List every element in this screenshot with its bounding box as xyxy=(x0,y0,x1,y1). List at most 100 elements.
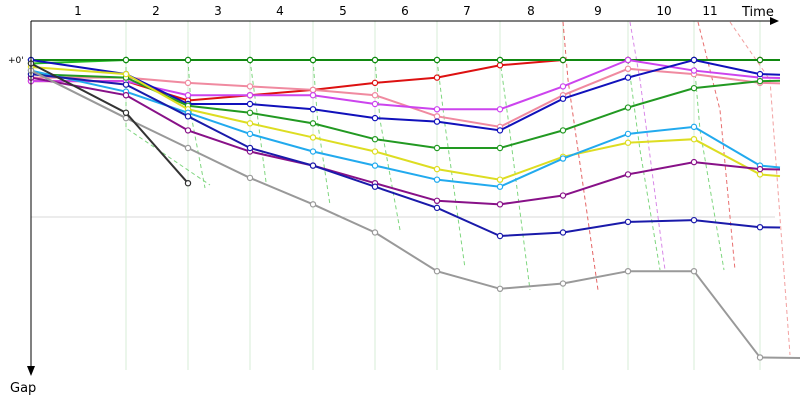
data-point xyxy=(246,109,254,117)
data-point xyxy=(496,144,504,152)
data-point xyxy=(559,280,567,287)
data-point xyxy=(496,62,504,69)
data-point xyxy=(496,183,504,190)
pit-line xyxy=(627,59,661,271)
lap-label: 10 xyxy=(656,4,671,18)
data-point xyxy=(309,162,317,169)
lap-label: 6 xyxy=(401,4,409,18)
data-point xyxy=(246,130,254,138)
data-point xyxy=(246,91,254,99)
data-point xyxy=(309,201,317,208)
lap-label: 3 xyxy=(214,4,222,18)
lap-labels: 1 2 3 4 5 6 7 8 9 10 11 xyxy=(74,4,717,18)
data-point xyxy=(496,127,504,134)
data-point xyxy=(756,165,764,173)
pit-line xyxy=(436,59,466,269)
data-point xyxy=(624,104,632,111)
pit-line-violet xyxy=(629,21,666,271)
data-point xyxy=(624,74,632,81)
data-point xyxy=(496,285,504,292)
data-point xyxy=(184,56,192,64)
data-point xyxy=(624,218,632,226)
data-point xyxy=(433,56,441,64)
data-point xyxy=(559,127,567,134)
lap-label: 8 xyxy=(527,4,535,18)
data-point xyxy=(433,268,441,275)
series-12 xyxy=(27,60,192,187)
data-point xyxy=(309,106,317,113)
data-point xyxy=(756,70,764,78)
series-7 xyxy=(27,63,781,183)
x-axis-title: Time xyxy=(741,5,774,20)
data-point xyxy=(559,83,567,90)
data-point xyxy=(309,148,317,155)
data-point xyxy=(433,144,441,152)
data-point xyxy=(756,77,764,85)
pit-line xyxy=(312,59,331,206)
data-point xyxy=(433,106,441,113)
data-point xyxy=(496,176,504,183)
series-8 xyxy=(27,67,781,190)
data-point xyxy=(122,109,130,117)
data-point xyxy=(433,113,441,120)
data-point xyxy=(690,216,698,224)
data-point xyxy=(246,120,254,127)
lap-label: 2 xyxy=(152,4,160,18)
x-axis-arrow xyxy=(770,17,779,25)
data-point xyxy=(309,91,317,99)
pit-line xyxy=(187,59,206,189)
data-point xyxy=(624,171,632,178)
data-point xyxy=(624,268,632,275)
data-point xyxy=(756,223,764,231)
series-line xyxy=(30,69,781,188)
data-point xyxy=(690,268,698,275)
data-point xyxy=(371,183,379,190)
data-point xyxy=(690,123,698,131)
data-point xyxy=(184,113,192,120)
data-point xyxy=(184,127,192,134)
pit-line xyxy=(249,59,267,183)
data-point xyxy=(756,354,764,361)
data-point xyxy=(122,81,130,88)
data-point xyxy=(371,229,379,236)
data-point xyxy=(371,100,379,108)
pit-line-red xyxy=(562,21,599,291)
data-point xyxy=(433,197,441,204)
data-point xyxy=(433,118,441,125)
data-point xyxy=(496,232,504,240)
lap-label: 5 xyxy=(339,4,347,18)
lap-label: 9 xyxy=(594,4,602,18)
data-point xyxy=(690,84,698,92)
pit-stop-lines xyxy=(125,21,791,356)
series-2 xyxy=(27,56,780,64)
data-point xyxy=(309,134,317,141)
pit-line xyxy=(374,59,401,231)
data-point xyxy=(246,56,254,64)
data-point xyxy=(246,174,254,182)
data-point xyxy=(756,171,764,178)
lap-label: 7 xyxy=(463,4,471,18)
data-point xyxy=(496,201,504,208)
lap-label: 11 xyxy=(702,4,717,18)
data-point xyxy=(690,67,698,74)
data-point xyxy=(559,95,567,102)
data-point xyxy=(371,79,379,87)
zero-label: +0' xyxy=(8,56,24,66)
data-point xyxy=(624,56,632,64)
data-point xyxy=(371,162,379,169)
data-point xyxy=(246,144,254,152)
data-point xyxy=(184,179,192,187)
data-point xyxy=(559,229,567,236)
series-11 xyxy=(27,67,800,361)
data-point xyxy=(184,144,192,152)
data-point xyxy=(690,158,698,166)
data-point xyxy=(371,135,379,143)
data-point xyxy=(559,155,567,162)
data-point xyxy=(496,56,504,64)
data-point xyxy=(624,139,632,146)
series-layer xyxy=(27,56,800,361)
data-point xyxy=(184,91,192,99)
data-point xyxy=(184,79,192,87)
